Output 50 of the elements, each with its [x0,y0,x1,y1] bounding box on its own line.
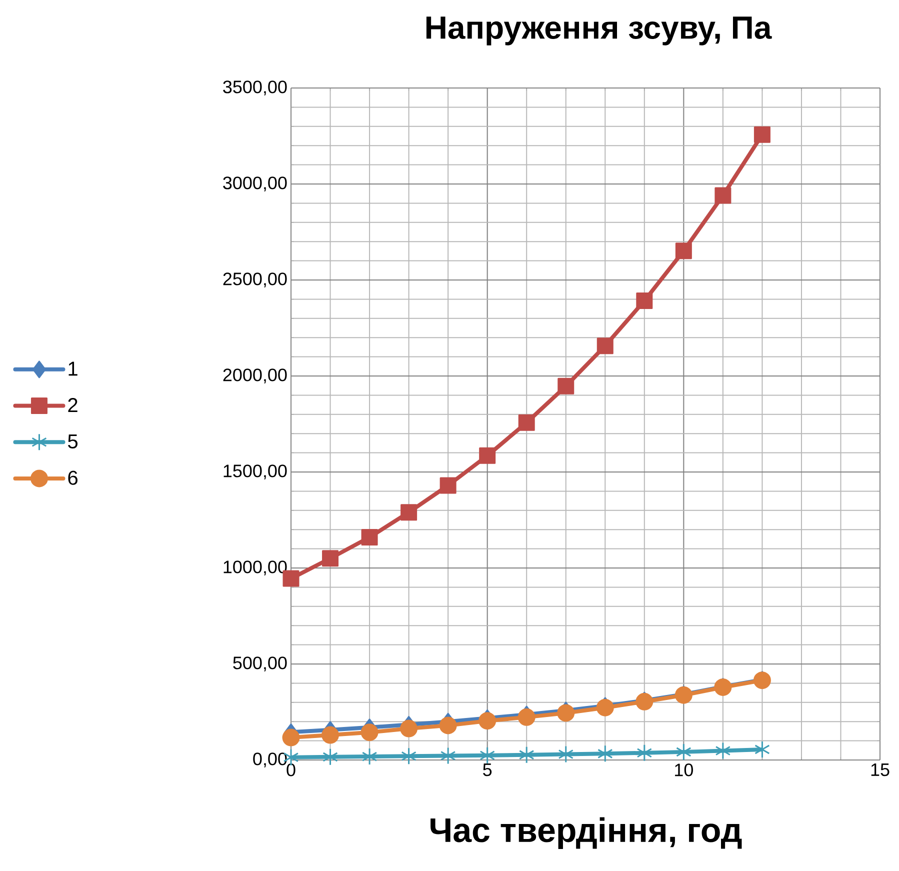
y-tick-label: 500,00 [233,656,287,672]
point [440,747,456,765]
y-tick-label: 2500,00 [223,272,287,288]
point [636,744,652,762]
point [480,746,496,764]
x-tick-label: 0 [286,764,296,776]
point [676,743,692,761]
point [478,712,496,730]
y-tick-label: 1500,00 [224,464,287,480]
x-tick-label: 10 [675,764,693,776]
y-tick-label: 2000,00 [223,368,287,384]
point [322,748,338,766]
legend-label: 2 [68,398,78,412]
y-tick-label: 1000,00 [224,560,287,576]
point [715,742,731,760]
point [557,704,575,722]
point [282,728,300,746]
point [596,338,614,354]
point [360,724,378,742]
chart-title: Напруження зсуву, Па [426,16,772,46]
point [440,477,456,494]
legend-label: 1 [68,362,78,376]
legend-label: 6 [68,470,78,485]
y-tick-label: 3500,00 [223,80,287,96]
point [558,378,574,394]
point [714,187,732,204]
point [361,529,378,546]
point [675,242,692,260]
y-tick-label: 3000,00 [223,176,287,192]
point [322,726,340,744]
x-tick-label: 15 [871,764,890,776]
x-tick-label: 5 [483,764,492,776]
point [754,740,770,758]
y-tick-label: 0,00 [253,752,287,768]
point [439,716,457,734]
point [558,745,574,763]
legend-label: 5 [68,434,78,448]
point [362,748,378,766]
point [322,550,339,567]
point [518,414,535,431]
point [597,744,613,762]
point [518,746,534,764]
point [400,504,418,521]
point [636,292,653,309]
point [518,708,536,726]
x-axis-title: Час твердіння, год [430,817,742,849]
point [401,747,416,765]
point [479,447,496,464]
point [400,720,418,738]
point [754,126,770,143]
